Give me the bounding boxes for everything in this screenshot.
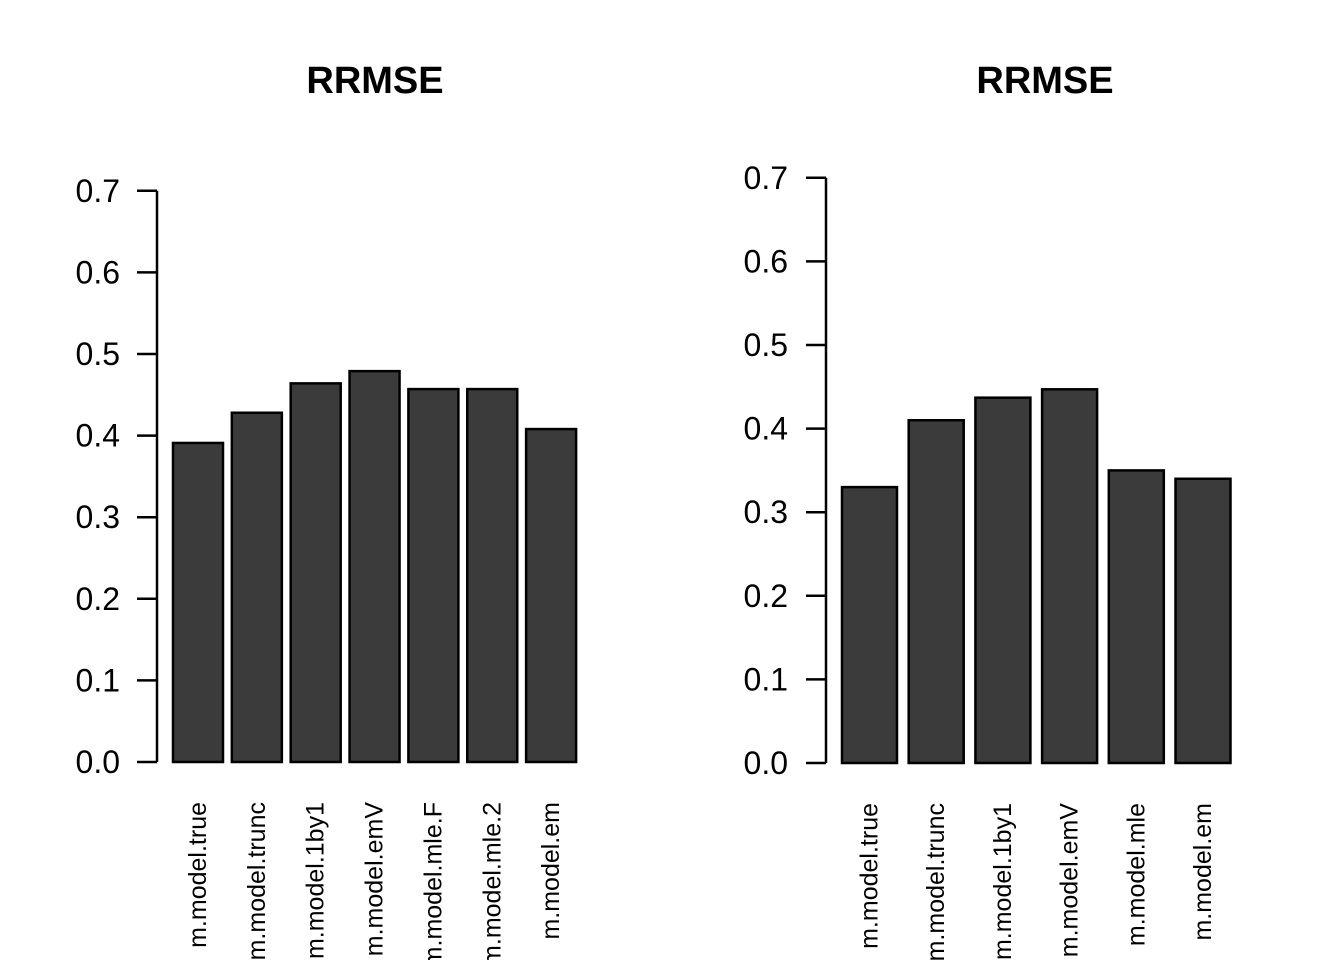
x-category-label: m.model.mle.F — [419, 802, 447, 960]
y-tick-label: 0.4 — [744, 411, 788, 447]
bar — [1107, 469, 1166, 765]
y-tick-label: 0.4 — [76, 418, 120, 454]
bar — [974, 396, 1032, 765]
y-tick-label: 0.7 — [744, 160, 788, 196]
barplot-left: RRMSE 0.0 0.1 0.2 0.3 0.4 0.5 0.6 0.7 m.model.tr… — [76, 60, 578, 960]
bar — [230, 411, 284, 764]
y-tick-label: 0.7 — [76, 173, 120, 209]
x-category-label: m.model.em — [537, 802, 565, 940]
x-category-label: m.model.trunc — [922, 803, 950, 960]
bar — [1174, 477, 1232, 765]
x-category-label: m.model.true — [184, 802, 212, 948]
y-tick-label: 0.2 — [76, 581, 120, 617]
x-category-label: m.model.true — [856, 803, 884, 949]
barplot-right: RRMSE 0.0 0.1 0.2 0.3 0.4 0.5 0.6 0.7 m.model.tr… — [744, 60, 1232, 960]
x-category-label: m.model.emV — [1056, 803, 1084, 958]
bar — [840, 485, 899, 765]
bar — [1040, 388, 1099, 765]
x-category-label: m.model.trunc — [243, 802, 271, 960]
y-tick-label: 0.3 — [744, 494, 788, 530]
bar — [407, 387, 460, 764]
x-category-label: m.model.emV — [361, 802, 389, 957]
y-tick-label: 0.6 — [76, 254, 120, 290]
y-tick-label: 0.1 — [744, 661, 788, 697]
y-tick-label: 0.0 — [744, 745, 788, 781]
x-category-label: m.model.mle.2 — [478, 802, 506, 960]
x-category-label: m.model.mle — [1122, 803, 1150, 946]
y-tick-label: 0.5 — [744, 327, 788, 363]
x-category-label: m.model.em — [1189, 803, 1217, 941]
bar — [466, 387, 519, 764]
bar — [289, 382, 342, 764]
y-tick-label: 0.6 — [744, 243, 788, 279]
y-tick-label: 0.3 — [76, 499, 120, 535]
y-tick-label: 0.5 — [76, 336, 120, 372]
x-category-label: m.model.1by1 — [302, 802, 330, 959]
bar — [348, 369, 401, 764]
y-tick-label: 0.2 — [744, 578, 788, 614]
bar — [907, 418, 965, 765]
bar — [171, 441, 225, 764]
chart-title: RRMSE — [976, 60, 1113, 102]
y-tick-label: 0.0 — [76, 744, 120, 780]
x-category-label: m.model.1by1 — [989, 803, 1017, 960]
bar — [524, 427, 578, 764]
chart-title: RRMSE — [306, 60, 443, 102]
y-tick-label: 0.1 — [76, 662, 120, 698]
